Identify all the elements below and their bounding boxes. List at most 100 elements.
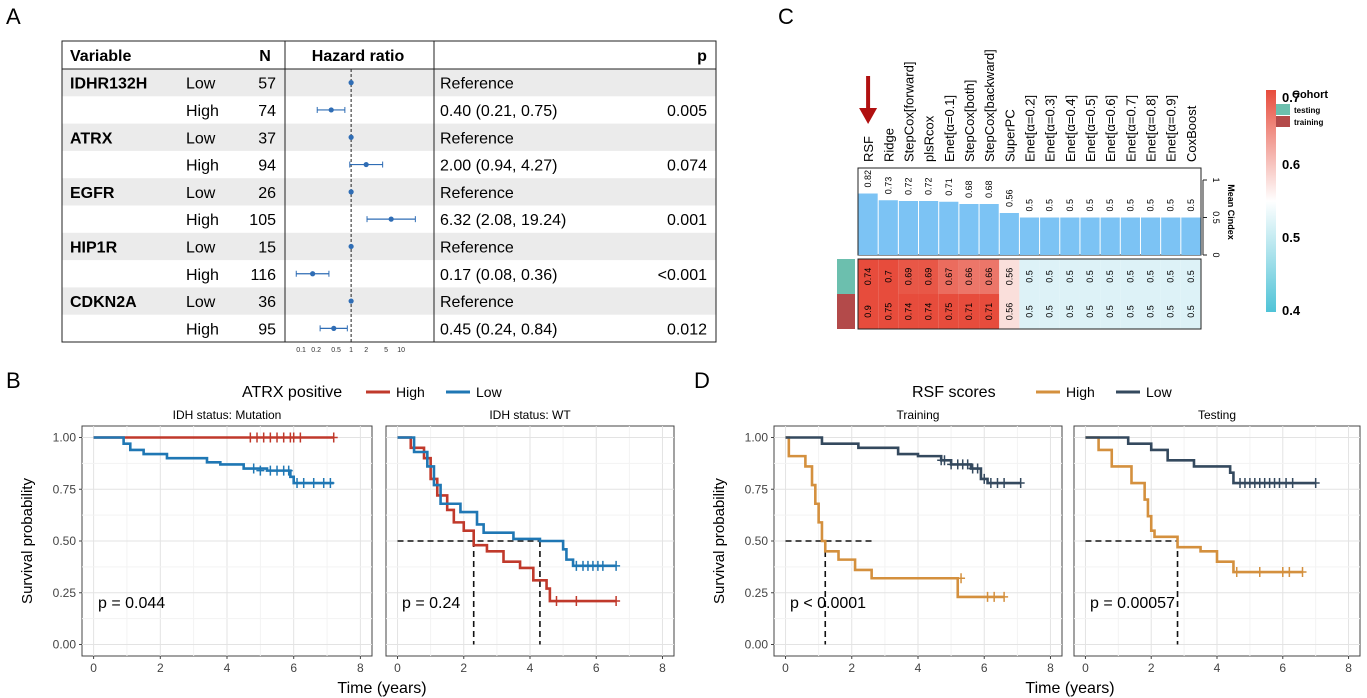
cindex-bar [959, 204, 979, 255]
hr-text: 6.32 (2.08, 19.24) [440, 212, 566, 229]
testing-cell [1140, 259, 1161, 294]
variable-name: IDHR132H [70, 76, 147, 93]
level-label: High [186, 321, 219, 338]
censor-mark [1298, 567, 1307, 578]
hr-text: Reference [440, 239, 514, 256]
hr-point [328, 107, 334, 113]
variable-name: ATRX [70, 130, 113, 147]
cindex-bar [898, 201, 919, 255]
cell-label: 0.5 [1125, 270, 1135, 283]
x-tick-label: 0 [782, 661, 789, 675]
model-name: Enet[α=0.1] [942, 95, 957, 162]
x-tick-label: 2 [1148, 661, 1155, 675]
cell-label: 0.56 [1004, 268, 1014, 286]
x-tick-label: 8 [1345, 661, 1352, 675]
axis-tick-label: 5 [384, 347, 388, 354]
training-cell [898, 294, 919, 329]
cell-label: 0.5 [1146, 305, 1156, 318]
x-axis-label: Time (years) [337, 680, 426, 697]
cell-label: 0.71 [984, 303, 994, 321]
cindex-bar [1161, 217, 1181, 255]
cell-label: 0.5 [1085, 305, 1095, 318]
cindex-bar [1040, 217, 1060, 255]
heatmap-frame [857, 258, 1202, 330]
header-variable: Variable [70, 48, 131, 65]
censor-mark [957, 573, 966, 584]
model-name: CoxBoost [1184, 105, 1199, 162]
bar-axis-tick-label: 0.5 [1211, 211, 1221, 224]
model-name: StepCox[both] [962, 80, 977, 162]
y-axis-label: Survival probability [711, 478, 728, 604]
x-tick-label: 4 [224, 661, 231, 675]
legend-label: Low [476, 384, 503, 400]
cindex-bar-label: 0.5 [1166, 199, 1176, 212]
hr-point [331, 325, 337, 331]
hr-text: 2.00 (0.94, 4.27) [440, 158, 557, 175]
cindex-bar [979, 204, 999, 255]
cell-label: 0.69 [924, 268, 934, 286]
cindex-bar-label: 0.5 [1105, 199, 1115, 212]
facet-title: Training [897, 408, 940, 422]
cindex-bar [1120, 217, 1140, 255]
censor-mark [612, 560, 621, 571]
n-value: 26 [258, 185, 276, 202]
model-name: Enet[α=0.4] [1063, 95, 1078, 162]
cell-label: 0.5 [1186, 270, 1196, 283]
cohort-legend-label: testing [1294, 106, 1320, 115]
model-name: Enet[α=0.9] [1164, 95, 1179, 162]
model-name: RSF [861, 136, 876, 162]
header-p: p [697, 48, 707, 65]
censor-mark [279, 432, 288, 443]
censor-mark [990, 591, 999, 602]
bar-axis-tick-label: 0 [1211, 252, 1221, 257]
cindex-bar-label: 0.68 [984, 180, 994, 198]
colorbar-tick: 0.6 [1282, 157, 1300, 172]
censor-mark [963, 459, 972, 470]
n-value: 74 [258, 103, 276, 120]
cell-label: 0.74 [924, 303, 934, 321]
censor-mark [598, 560, 607, 571]
censor-mark [1255, 567, 1264, 578]
forest-plot: Variable N Hazard ratio p IDHR132H Low 57 Refer… [61, 40, 717, 354]
censor-mark [980, 473, 989, 484]
model-name: SuperPC [1002, 109, 1017, 162]
legend-label: Low [1146, 384, 1173, 400]
p-value-label: p = 0.24 [402, 595, 460, 612]
legend-title: ATRX positive [242, 384, 342, 401]
km-panel: Testing 0 2 4 6 8 p = 0.00057 [1073, 408, 1361, 675]
testing-cell [1180, 259, 1201, 294]
cell-label: 0.5 [1105, 270, 1115, 283]
model-name: Ridge [881, 128, 896, 162]
x-tick-label: 6 [981, 661, 988, 675]
training-cell [958, 294, 980, 329]
censor-mark [246, 432, 255, 443]
censor-mark [973, 463, 982, 474]
y-tick-label: 0.50 [53, 534, 77, 548]
y-tick-label: 0.25 [53, 586, 77, 600]
cell-label: 0.66 [964, 268, 974, 286]
bar-axis-tick-label: 1 [1211, 177, 1221, 182]
hr-point [348, 243, 354, 250]
training-cell [999, 294, 1020, 329]
cindex-bar [858, 193, 878, 255]
panel-label: D [694, 368, 710, 393]
cohort-strip-training [837, 294, 855, 329]
cindex-bar-label: 0.82 [863, 170, 873, 188]
training-cell [1079, 294, 1101, 329]
colorbar-tick: 0.4 [1282, 303, 1301, 318]
axis-tick-label: 0.5 [331, 347, 341, 354]
testing-cell [1039, 259, 1060, 294]
n-value: 95 [258, 321, 276, 338]
model-name: Enet[α=0.8] [1144, 95, 1159, 162]
km-panel: IDH status: WT 0 2 4 6 8 p = 0.24 [385, 408, 675, 675]
cindex-bar-label: 0.68 [964, 180, 974, 198]
y-tick-label: 1.00 [745, 431, 769, 445]
testing-cell [1160, 259, 1181, 294]
testing-cell [979, 259, 1000, 294]
x-tick-label: 0 [394, 661, 401, 675]
facet-title: IDH status: WT [489, 408, 571, 422]
training-cell [1039, 294, 1060, 329]
n-value: 94 [258, 158, 276, 175]
km-panel: IDH status: Mutation 0 2 4 6 8 0.00 0.25 0.50 0.7… [19, 384, 503, 675]
